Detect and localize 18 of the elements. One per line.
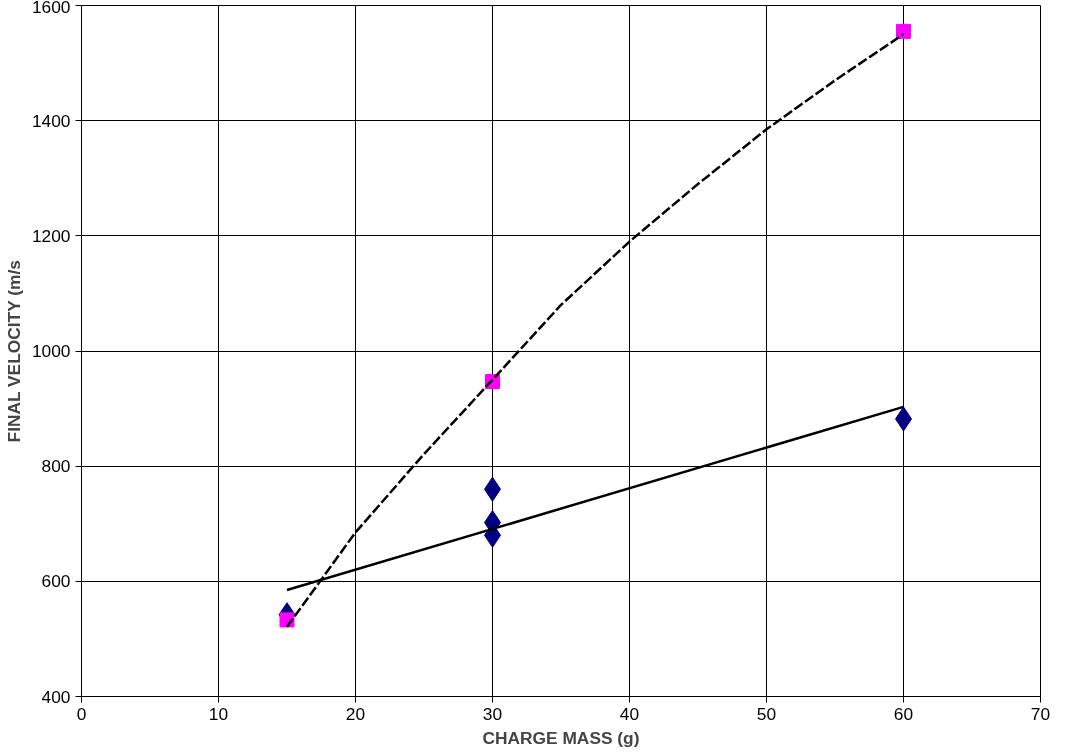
y-tick-label: 400 [41, 686, 71, 707]
x-tick-label: 50 [756, 703, 777, 724]
point [896, 23, 911, 39]
x-tick-label: 0 [76, 703, 87, 724]
x-tick-label: 60 [893, 703, 914, 724]
x-axis-title: CHARGE MASS (g) [482, 727, 640, 748]
x-tick-label: 10 [208, 703, 229, 724]
x-tick-label: 40 [619, 703, 640, 724]
x-tick-label: 30 [482, 703, 503, 724]
y-tick-label: 800 [41, 456, 71, 477]
y-tick-label: 600 [41, 571, 71, 592]
y-axis-title: FINAL VELOCITY (m/s [3, 260, 24, 443]
y-tick-label: 1000 [31, 341, 71, 361]
x-tick-label: 70 [1030, 703, 1051, 724]
x-tick-label: 20 [345, 703, 366, 724]
y-tick-label: 1400 [31, 110, 71, 131]
y-tick-label: 1200 [31, 225, 71, 246]
y-tick-label: 1600 [31, 0, 71, 17]
